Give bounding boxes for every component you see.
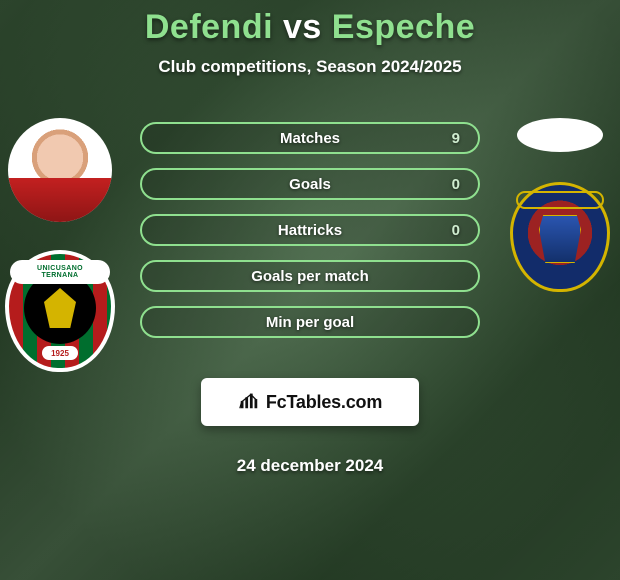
stat-label: Goals per match xyxy=(251,268,369,285)
stat-pill-min-per-goal: Min per goal xyxy=(140,306,480,338)
club1-ribbon-bottom: TERNANA xyxy=(41,272,78,279)
date-text: 24 december 2024 xyxy=(237,456,384,476)
stat-label: Goals xyxy=(289,176,331,193)
player2-avatar xyxy=(517,118,603,152)
stat-pill-matches: Matches 9 xyxy=(140,122,480,154)
title-player2: Espeche xyxy=(332,8,475,46)
stat-value: 0 xyxy=(452,176,460,193)
stats-list: Matches 9 Goals 0 Hattricks 0 Goals per … xyxy=(140,122,480,476)
stat-pill-goals-per-match: Goals per match xyxy=(140,260,480,292)
brand-text: FcTables.com xyxy=(266,392,382,413)
title-vs: vs xyxy=(283,8,322,46)
brand-box: FcTables.com xyxy=(201,378,419,426)
stat-label: Min per goal xyxy=(266,314,354,331)
player2-club-badge xyxy=(510,182,610,292)
stat-value: 9 xyxy=(452,130,460,147)
player1-avatar xyxy=(8,118,112,222)
stat-pill-goals: Goals 0 xyxy=(140,168,480,200)
page-title: Defendi vs Espeche xyxy=(0,8,620,47)
left-column: UNICUSANO TERNANA 1925 xyxy=(0,118,120,372)
bar-chart-icon xyxy=(238,389,260,416)
title-player1: Defendi xyxy=(145,8,273,46)
infographic-root: Defendi vs Espeche Club competitions, Se… xyxy=(0,0,620,580)
stat-pill-hattricks: Hattricks 0 xyxy=(140,214,480,246)
stat-label: Hattricks xyxy=(278,222,342,239)
club1-year: 1925 xyxy=(42,346,78,360)
subtitle: Club competitions, Season 2024/2025 xyxy=(0,57,620,77)
player1-club-badge: UNICUSANO TERNANA 1925 xyxy=(5,250,115,372)
right-column xyxy=(500,118,620,292)
club1-ribbon: UNICUSANO TERNANA xyxy=(10,260,110,284)
club1-ribbon-top: UNICUSANO xyxy=(37,265,83,272)
stat-label: Matches xyxy=(280,130,340,147)
stat-value: 0 xyxy=(452,222,460,239)
